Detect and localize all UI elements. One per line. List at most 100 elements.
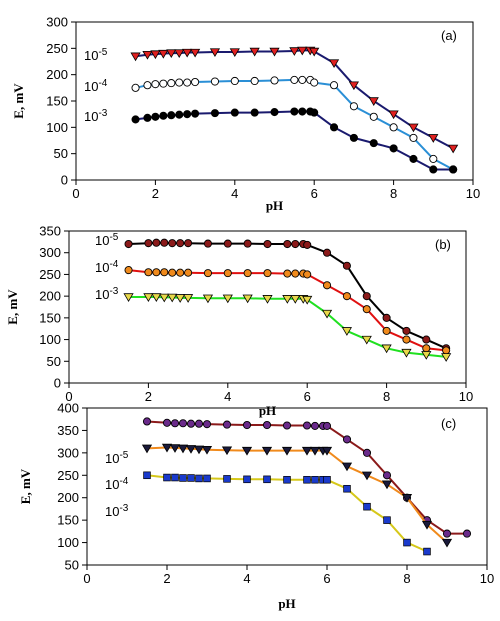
data-point: [168, 239, 177, 248]
y-tick-label: 200: [57, 490, 79, 505]
data-point: [291, 239, 300, 249]
data-point: [283, 476, 291, 484]
data-point: [159, 293, 170, 303]
data-point: [401, 494, 413, 503]
data-point: [210, 77, 219, 86]
series-10-5: [124, 238, 451, 353]
data-point: [243, 239, 252, 248]
data-point: [186, 419, 196, 428]
data-point: [342, 261, 351, 270]
data-point: [261, 446, 273, 456]
data-point: [298, 75, 307, 84]
data-point: [441, 538, 453, 548]
data-point: [382, 313, 391, 322]
x-tick-label: 4: [224, 389, 231, 404]
data-point: [341, 462, 353, 472]
x-tick-label: 6: [311, 186, 318, 201]
x-tick-label: 0: [83, 571, 90, 586]
y-axis-label: E, mV: [18, 468, 33, 504]
data-point: [281, 446, 293, 456]
x-tick-label: 4: [243, 571, 250, 586]
data-point: [309, 446, 321, 456]
x-tick-label: 10: [466, 186, 480, 201]
series-line: [135, 110, 454, 171]
data-point: [348, 81, 359, 91]
data-point: [310, 421, 320, 430]
y-tick-label: 300: [57, 445, 79, 460]
data-point: [124, 239, 133, 249]
data-point: [183, 294, 194, 303]
data-point: [203, 474, 211, 483]
series-10-3: [143, 471, 431, 556]
series-10-5: [130, 46, 459, 154]
series-10-5: [142, 417, 472, 538]
data-point: [321, 309, 333, 319]
data-point: [143, 471, 151, 480]
data-point: [182, 48, 193, 58]
data-point: [124, 266, 133, 275]
data-point: [142, 50, 153, 60]
series-10-4: [141, 443, 453, 548]
data-point: [167, 111, 176, 120]
data-point: [303, 240, 312, 249]
data-point: [363, 502, 371, 511]
data-point: [171, 473, 179, 482]
data-point: [302, 295, 313, 305]
x-tick-label: 4: [231, 186, 238, 201]
data-point: [389, 144, 398, 153]
x-tick-label: 0: [65, 389, 72, 404]
data-point: [389, 123, 398, 132]
data-point: [269, 47, 280, 57]
data-point: [201, 446, 213, 455]
data-point: [191, 77, 200, 87]
data-point: [381, 480, 393, 490]
data-point: [184, 268, 193, 277]
series-line: [146, 474, 428, 553]
series-label: 10-4: [95, 259, 119, 275]
data-point: [143, 113, 152, 122]
data-point: [298, 107, 307, 116]
data-point: [309, 47, 320, 57]
data-point: [159, 111, 168, 120]
data-point: [401, 348, 412, 358]
data-point: [243, 269, 252, 278]
data-point: [167, 293, 178, 303]
x-tick-label: 2: [163, 571, 170, 586]
y-tick-label: 300: [46, 15, 68, 30]
data-point: [202, 294, 214, 304]
data-point: [178, 419, 188, 428]
series-label: 10-5: [105, 450, 129, 466]
data-point: [290, 107, 299, 116]
y-tick-label: 350: [39, 224, 61, 239]
data-point: [270, 108, 279, 117]
data-point: [193, 445, 205, 455]
data-point: [222, 294, 233, 304]
data-point: [160, 238, 169, 247]
data-point: [422, 335, 431, 344]
data-point: [130, 52, 141, 62]
data-point: [203, 269, 212, 278]
data-point: [303, 476, 311, 484]
data-point: [263, 475, 271, 484]
y-tick-label: 50: [47, 354, 61, 369]
data-point: [185, 445, 197, 454]
series-label: 10-4: [84, 78, 108, 94]
y-tick-label: 300: [39, 245, 61, 260]
series-label: 10-3: [105, 503, 129, 519]
data-point: [428, 134, 439, 143]
data-point: [166, 49, 177, 59]
data-point: [142, 417, 152, 426]
y-tick-label: 0: [61, 173, 68, 188]
y-tick-label: 150: [57, 513, 79, 528]
data-point: [382, 326, 391, 335]
x-axis-label: pH: [278, 596, 295, 611]
data-point: [249, 47, 260, 57]
data-point: [462, 529, 472, 538]
data-point: [361, 335, 372, 345]
data-point: [388, 110, 399, 120]
y-tick-label: 100: [39, 332, 61, 347]
data-point: [168, 268, 177, 277]
series-label: 10-4: [105, 476, 129, 492]
plot-frame: [68, 230, 467, 384]
y-tick-label: 150: [39, 310, 61, 325]
